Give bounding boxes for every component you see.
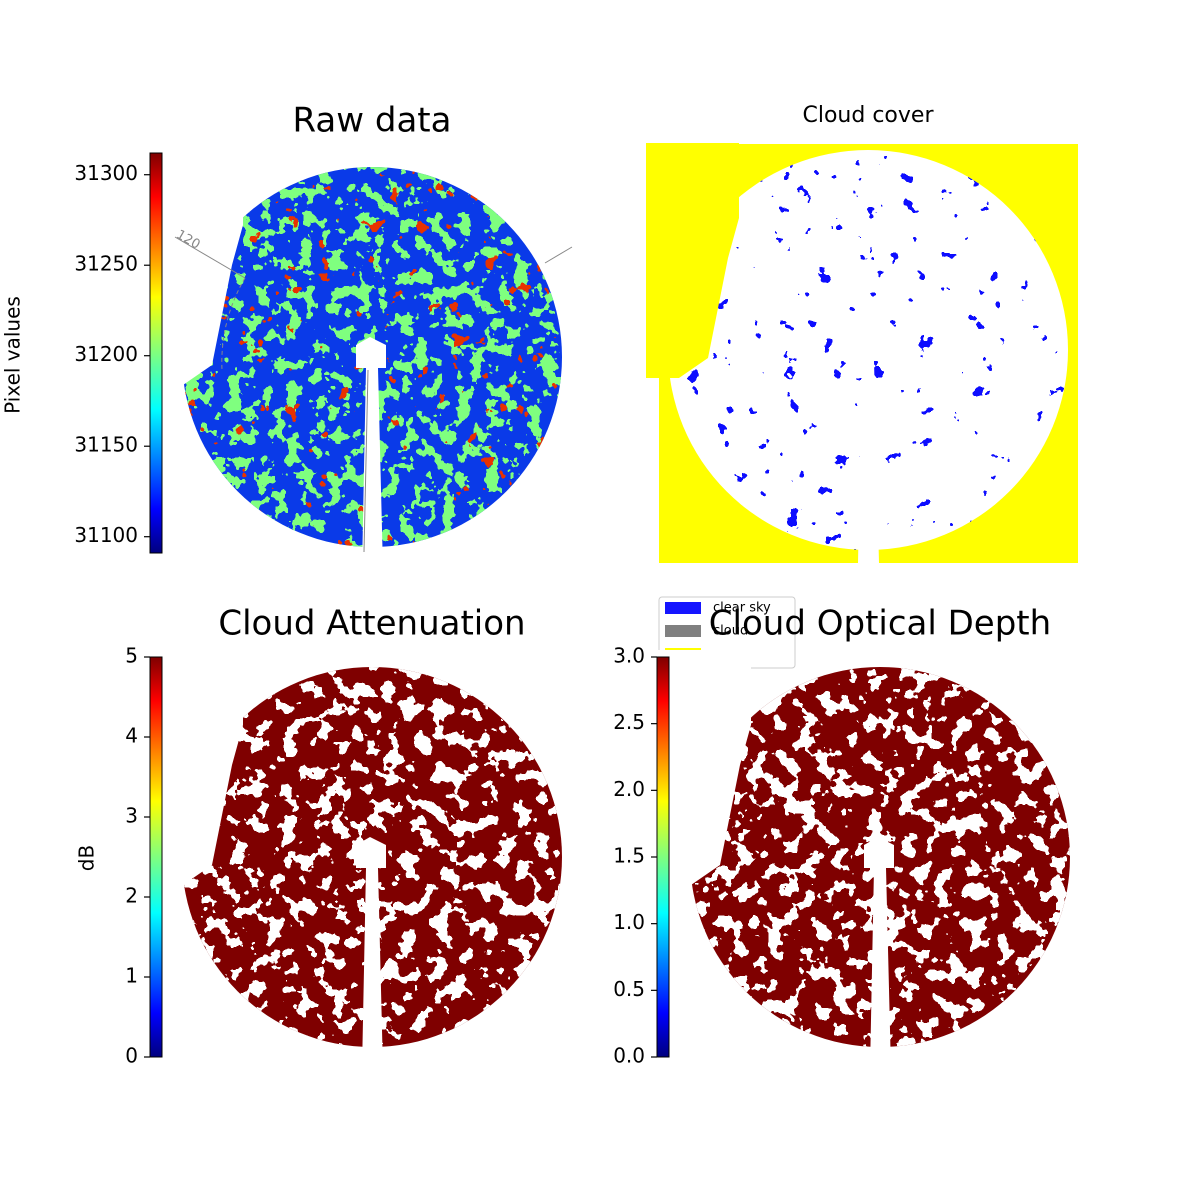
shadowband-mask bbox=[356, 837, 386, 1070]
shadowband-mask bbox=[852, 330, 882, 563]
panel bbox=[646, 143, 1078, 563]
tick-label: 2.0 bbox=[613, 777, 645, 801]
legend-swatch bbox=[665, 625, 701, 637]
polar-grid bbox=[174, 236, 246, 279]
tick-label: 31100 bbox=[74, 523, 138, 547]
legend-label: cloud bbox=[713, 624, 748, 639]
panel bbox=[150, 150, 562, 570]
panel-title: Cloud Attenuation bbox=[218, 604, 525, 644]
tick-label: 2 bbox=[125, 884, 138, 908]
tick-label: 5 bbox=[125, 644, 138, 668]
tick-label: 1 bbox=[125, 964, 138, 988]
shadowband-mask bbox=[864, 837, 894, 1070]
panel-title: Raw data bbox=[293, 101, 452, 141]
tick-label: 1.5 bbox=[613, 844, 645, 868]
colorbar-label: Pixel values bbox=[1, 296, 25, 414]
polar-grid bbox=[544, 246, 573, 264]
tick-label: 0.5 bbox=[613, 977, 645, 1001]
panel-title: Cloud Optical Depth bbox=[709, 604, 1051, 644]
horizon-mask bbox=[150, 650, 243, 885]
legend-label: clear sky bbox=[713, 601, 771, 616]
horizon-mask bbox=[658, 650, 751, 885]
legend-swatch bbox=[665, 602, 701, 614]
tick-label: 0 bbox=[125, 1044, 138, 1068]
horizon-mask bbox=[646, 143, 739, 378]
colorbar bbox=[656, 656, 670, 1058]
tick-label: 31200 bbox=[74, 342, 138, 366]
horizon-mask bbox=[150, 150, 243, 385]
tick-label: 3 bbox=[125, 804, 138, 828]
tick-label: 2.5 bbox=[613, 710, 645, 734]
tick-label: 0.0 bbox=[613, 1044, 645, 1068]
panel bbox=[658, 650, 1070, 1070]
colorbar bbox=[149, 656, 163, 1058]
tick-label: 4 bbox=[125, 724, 138, 748]
panel bbox=[150, 650, 562, 1070]
tick-label: 31250 bbox=[74, 252, 138, 276]
tick-label: 1.0 bbox=[613, 910, 645, 934]
shadowband-mask bbox=[356, 337, 386, 570]
tick-label: 31150 bbox=[74, 433, 138, 457]
panel-title: Cloud cover bbox=[803, 103, 935, 128]
colorbar bbox=[149, 152, 163, 554]
tick-label: 3.0 bbox=[613, 644, 645, 668]
polar-grid bbox=[221, 277, 246, 371]
tick-label: 31300 bbox=[74, 161, 138, 185]
polar-grid bbox=[363, 369, 369, 553]
colorbar-label: dB bbox=[75, 845, 99, 871]
